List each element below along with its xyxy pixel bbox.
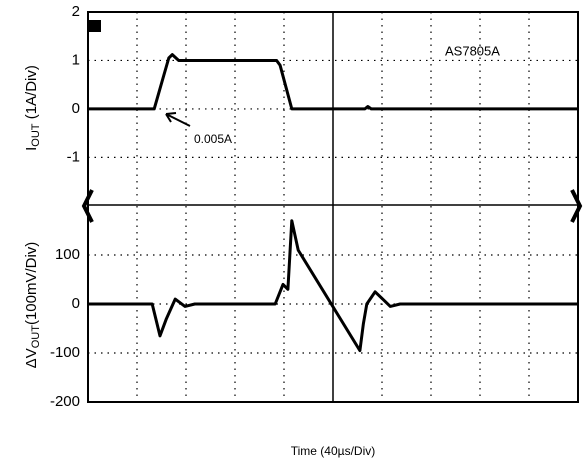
label-part: (1A/Div) (23, 65, 40, 123)
label-part: OUT (30, 325, 42, 349)
annotation: AS7805A (445, 43, 500, 58)
label-part: ΔV (23, 348, 40, 368)
annotation: 0.005A (194, 132, 232, 146)
label-part: I (23, 147, 40, 151)
trigger-marker (89, 20, 101, 32)
y-axis-label: ΔVOUT(100mV/Div) (23, 242, 42, 369)
trace (88, 219, 578, 353)
arrow (165, 112, 191, 127)
y-tick-label: 0 (72, 100, 80, 117)
y-tick-label: -1 (67, 148, 80, 165)
y-tick-label: 1 (72, 51, 80, 68)
axis-break (570, 189, 583, 223)
label-part: (100mV/Div) (23, 242, 40, 325)
y-axis-label: IOUT (1A/Div) (23, 65, 42, 151)
y-tick-label: -200 (50, 393, 80, 410)
axis-break (81, 189, 94, 223)
x-axis-label: Time (40µs/Div) (291, 444, 375, 458)
y-tick-label: -100 (50, 344, 80, 361)
label-part: OUT (30, 123, 42, 147)
y-tick-label: 0 (72, 295, 80, 312)
trace (88, 53, 578, 111)
y-tick-label: 100 (55, 246, 80, 263)
y-tick-label: 2 (72, 3, 80, 20)
